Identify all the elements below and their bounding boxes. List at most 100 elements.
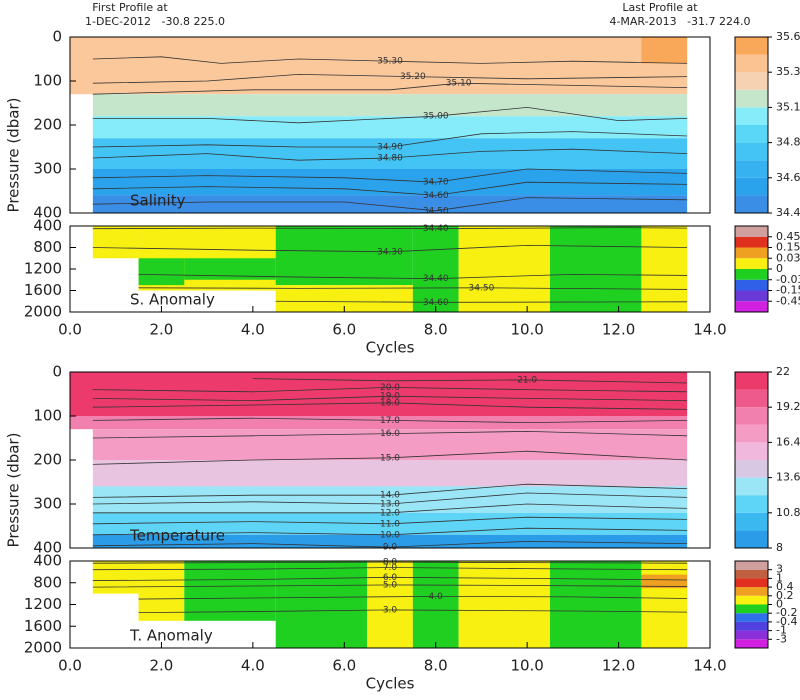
field-cell — [92, 94, 688, 117]
colorbar-label: 10.8 — [776, 506, 800, 519]
y-axis-label: Pressure (dbar) — [5, 433, 23, 548]
last-title: Last Profile at — [622, 1, 698, 14]
colorbar-swatch — [735, 578, 768, 588]
contour-label: 6.0 — [383, 573, 398, 583]
colorbar-label: 35.6 — [776, 30, 800, 43]
y-tick-label: 1200 — [24, 595, 62, 613]
colorbar-label: 0.03 — [776, 251, 800, 264]
colorbar-label: 34.64 — [776, 171, 800, 184]
y-tick-label: 1200 — [24, 260, 62, 278]
colorbar-swatch — [735, 142, 768, 161]
contour-label: 7.0 — [383, 563, 398, 573]
colorbar-swatch — [735, 460, 768, 478]
contour-label: 11.0 — [380, 519, 400, 529]
field-cell — [70, 37, 688, 95]
x-tick-label: 0.0 — [58, 657, 82, 675]
contour-line — [138, 287, 688, 290]
contour-label: 34.30 — [377, 247, 403, 257]
panel-label: Salinity — [130, 192, 186, 210]
field-cell — [70, 416, 688, 430]
x-tick-label: 2.0 — [149, 657, 173, 675]
x-tick-label: 10.0 — [510, 657, 543, 675]
y-tick-label: 100 — [33, 407, 62, 425]
panel: 34.40 34.30 34.40 34.50 34.60 400 800 1200 1600 2… — [24, 217, 800, 357]
field-cell — [275, 561, 368, 648]
field-cell — [92, 460, 688, 487]
colorbar-swatch — [735, 37, 768, 55]
field-cell — [92, 534, 688, 548]
colorbar-label: 0 — [776, 598, 783, 611]
colorbar-swatch — [735, 407, 768, 425]
colorbar-swatch — [735, 639, 768, 648]
colorbar-swatch — [735, 424, 768, 443]
contour-line — [92, 131, 688, 148]
field-cell — [641, 561, 688, 648]
contour-label: 16.0 — [380, 429, 400, 439]
colorbar-swatch — [735, 587, 768, 596]
field-cell — [367, 561, 413, 648]
contour-label: 34.60 — [423, 191, 449, 201]
colorbar-swatch — [735, 477, 768, 496]
field-cell — [458, 561, 550, 648]
contour-line — [138, 609, 688, 614]
contour-line — [252, 378, 688, 384]
y-tick-label: 400 — [33, 539, 62, 557]
contour-line — [92, 197, 688, 212]
y-tick-label: 400 — [33, 552, 62, 570]
field-cell — [92, 561, 139, 594]
contour-label: 19.0 — [380, 392, 400, 402]
contour-line — [92, 82, 688, 95]
contour-label: 34.90 — [377, 143, 403, 153]
colorbar-label: 8 — [776, 541, 783, 554]
colorbar-swatch — [735, 530, 768, 548]
contour-line — [92, 244, 688, 253]
colorbar-swatch — [735, 569, 768, 579]
x-tick-label: 12.0 — [602, 321, 635, 339]
field-cell — [92, 138, 688, 169]
contour-line — [92, 540, 688, 548]
contour-label: 3.0 — [383, 605, 398, 615]
colorbar-label: -0.4 — [776, 615, 797, 628]
colorbar-swatch — [735, 561, 768, 570]
contour-line — [138, 273, 688, 280]
contour-label: 18.0 — [380, 398, 400, 408]
colorbar-swatch — [735, 630, 768, 640]
y-tick-label: 200 — [33, 451, 62, 469]
contour-line — [92, 395, 688, 402]
x-tick-label: 6.0 — [332, 657, 356, 675]
x-axis-label: Cycles — [366, 339, 415, 357]
field-cell — [412, 226, 459, 312]
colorbar-swatch — [735, 177, 768, 196]
x-tick-label: 10.0 — [510, 321, 543, 339]
contour-label: 5.0 — [383, 580, 398, 590]
x-tick-label: 14.0 — [693, 657, 726, 675]
contour-line — [92, 567, 688, 571]
contour-line — [92, 561, 688, 564]
contour-line — [92, 417, 688, 424]
contour-line — [92, 450, 688, 465]
contour-line — [92, 181, 688, 196]
contour-label: 35.10 — [446, 79, 472, 89]
field-cell — [458, 226, 550, 312]
contour-line — [92, 483, 688, 498]
colorbar-swatch — [735, 301, 768, 312]
contour-line — [92, 56, 688, 64]
colorbar-label: 1 — [776, 571, 783, 584]
colorbar-label: 34.4 — [776, 206, 800, 219]
colorbar-label: 13.6 — [776, 471, 800, 484]
contour-line — [92, 430, 688, 439]
contour-label: 14.0 — [380, 491, 400, 501]
colorbar-swatch — [735, 495, 768, 513]
colorbar-swatch — [735, 512, 768, 531]
contour-label: 17.0 — [380, 416, 400, 426]
y-tick-label: 800 — [33, 573, 62, 591]
x-tick-label: 8.0 — [424, 321, 448, 339]
y-tick-label: 200 — [33, 116, 62, 134]
contour-line — [275, 300, 688, 303]
colorbar-swatch — [735, 613, 768, 622]
contour-label: 13.0 — [380, 500, 400, 510]
colorbar-swatch — [735, 621, 768, 631]
y-tick-label: 400 — [33, 217, 62, 235]
y-tick-label: 300 — [33, 160, 62, 178]
y-tick-label: 400 — [33, 204, 62, 222]
